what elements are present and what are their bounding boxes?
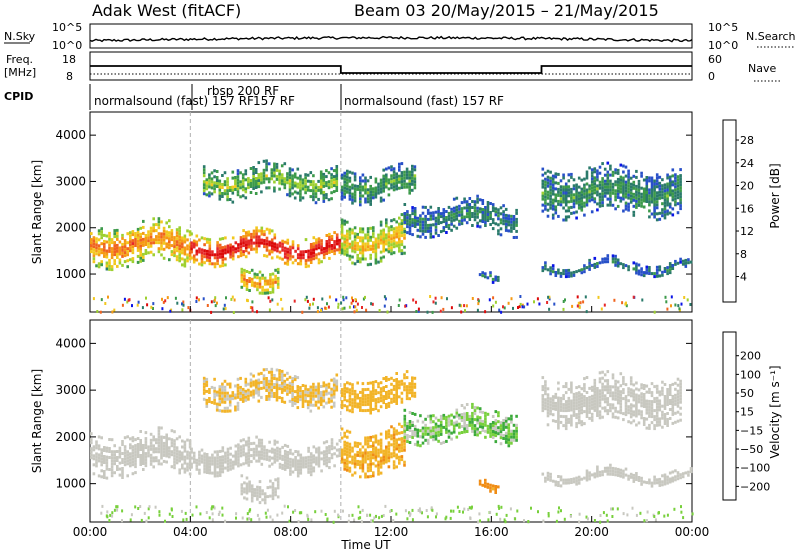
power-panel: 1000 2000 3000 4000 Slant Range [km] 4 8 12 16… [30,111,782,314]
echo-region-7 [403,402,518,448]
cpid-label: CPID [4,90,33,103]
freq-right-tick-top: 60 [708,53,722,66]
beam-date-title: Beam 03 20/May/2015 – 21/May/2015 [354,1,659,20]
colorbar-tick-label: 15 [740,406,754,419]
y-tick-label: 3000 [55,383,86,397]
noise-panel: N.Sky 10^5 10^0 10^5 10^0 N.Search [4,21,796,52]
x-tick-label: 04:00 [173,525,208,539]
echo-region-9 [541,254,693,279]
colorbar-tick-label: 28 [740,134,754,147]
echo-region-10 [541,161,682,222]
y-tick-label: 4000 [55,128,86,142]
nave-label: Nave [748,62,776,75]
echo-region-4 [202,159,339,205]
ground-scatter [100,504,694,524]
echo-region-3 [240,474,280,505]
noise-right-tick-top: 10^5 [708,21,738,34]
colorbar-tick-label: 8 [740,248,747,261]
y-tick-label: 1000 [55,477,86,491]
velocity-panel: 1000 2000 3000 4000 Slant Range [km] 200 100… [30,319,782,524]
echo-region-6 [340,370,417,415]
power-colorbar: 4 8 12 16 20 24 28 [722,119,754,303]
colorbar-tick-label: 200 [740,350,761,363]
x-tick-label: 00:00 [675,525,710,539]
colorbar-tick-label: 50 [740,387,754,400]
cpid-entry-2: rbsp 200 RF [207,84,279,98]
cpid-entry-1: normalsound (fast) 157 RF [94,94,254,108]
echo-region-2 [190,435,342,478]
velocity-colorbar: 200 100 50 15 −15 −50 −100 −200 [722,331,770,501]
velocity-y-ticks: 1000 2000 3000 4000 [55,336,692,491]
colorbar-tick-label: −50 [740,443,763,456]
x-axis-ticks: 00:00 04:00 08:00 12:00 16:00 20:00 00:00 [73,306,710,539]
colorbar-tick-label: 16 [740,202,754,215]
colorbar-tick-label: 12 [740,225,754,238]
x-tick-label: 16:00 [474,525,509,539]
station-title: Adak West (fitACF) [92,1,241,20]
frequency-panel: Freq. [MHz] 18 8 60 0 Nave [4,51,782,83]
cpid-entry-4: normalsound (fast) 157 RF [344,94,504,108]
y-tick-label: 4000 [55,336,86,350]
noise-left-label: N.Sky [4,30,36,43]
noise-left-tick-top: 10^5 [52,21,82,34]
colorbar-tick-label: −100 [740,462,770,475]
colorbar-tick-label: 4 [740,271,747,284]
power-colorbar-label: Power [dB] [768,163,782,228]
echo-region-5 [340,212,406,267]
echo-region-9 [541,463,693,488]
power-y-ticks: 1000 2000 3000 4000 [55,128,692,281]
echo-region-5 [340,422,406,479]
freq-label-line1: Freq. [6,53,33,66]
noise-right-label: N.Search [746,30,796,43]
noise-right-tick-bottom: 10^0 [708,39,738,52]
velocity-y-axis-label: Slant Range [km] [30,369,44,473]
colorbar-tick-label: 20 [740,180,754,193]
cpid-entry-3: 157 RF [253,94,295,108]
x-axis-title: Time UT [340,538,391,552]
x-tick-label: 20:00 [574,525,609,539]
power-y-axis-label: Slant Range [km] [30,160,44,264]
colorbar-tick-label: 100 [740,368,761,381]
x-tick-label: 12:00 [374,525,409,539]
y-tick-label: 1000 [55,267,86,281]
echo-region-3 [240,267,280,295]
echo-region-1 [90,426,192,480]
velocity-colorbar-label: Velocity [m s⁻¹] [768,365,782,458]
x-tick-label: 00:00 [73,525,108,539]
echo-region-8 [478,271,500,284]
echo-region-8 [478,478,500,494]
ground-scatter [92,295,692,314]
freq-left-tick-top: 18 [62,53,76,66]
x-tick-label: 08:00 [273,525,308,539]
velocity-echoes [90,320,694,524]
y-tick-label: 2000 [55,221,86,235]
colorbar-tick-label: 24 [740,157,754,170]
colorbar-tick-label: −200 [740,480,770,493]
cpid-panel: CPID normalsound (fast) 157 RF rbsp 200 … [4,84,504,110]
y-tick-label: 3000 [55,174,86,188]
echo-region-7 [403,194,518,239]
colorbar-tick-label: −15 [740,424,763,437]
freq-left-tick-bottom: 8 [66,70,73,83]
noise-left-tick-bottom: 10^0 [52,39,82,52]
echo-region-4 [202,367,339,413]
freq-right-tick-bottom: 0 [708,70,715,83]
echo-region-6 [340,162,417,207]
echo-region-1 [90,217,192,272]
y-tick-label: 2000 [55,430,86,444]
power-echoes [90,112,693,314]
echo-region-10 [541,370,682,431]
freq-label-line2: [MHz] [4,66,36,79]
echo-region-2 [190,226,342,269]
